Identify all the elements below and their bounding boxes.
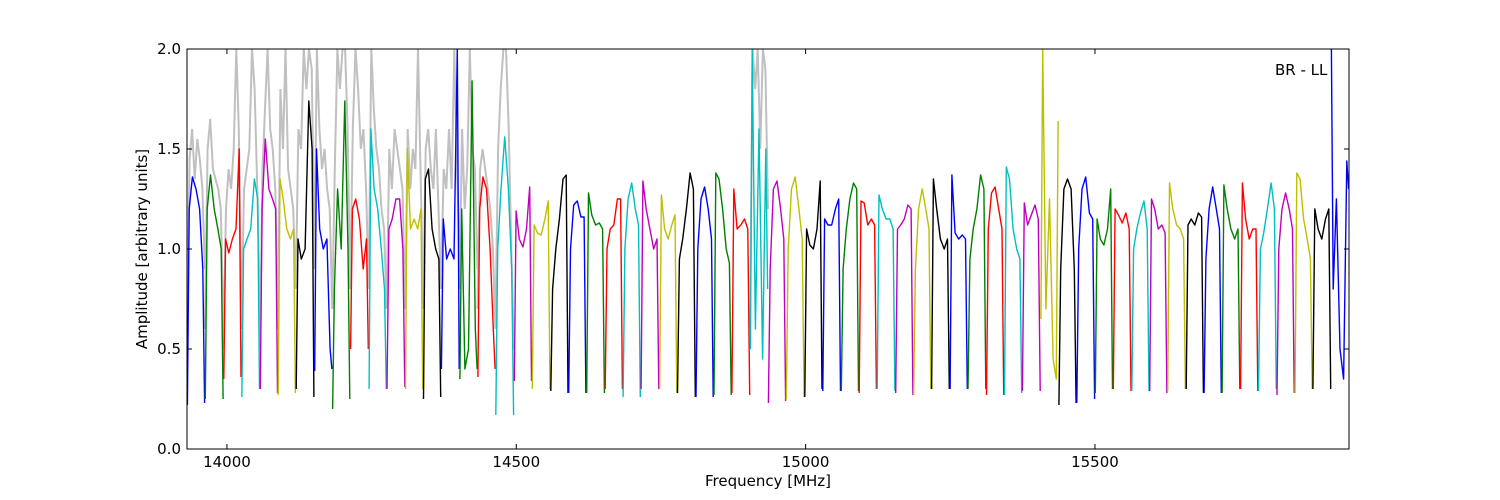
bandpass-segment-0	[187, 176, 206, 406]
reference-trace-segment	[349, 49, 370, 290]
reference-trace-segment	[367, 49, 388, 310]
reference-trace-segment	[440, 49, 461, 290]
bandpass-segment-16	[477, 176, 496, 378]
bandpass-segment-1	[204, 174, 224, 400]
bandpass-segment-41	[930, 178, 950, 390]
bandpass-segment-12	[404, 148, 424, 390]
bandpass-segment-28	[695, 186, 714, 398]
bandpass-segment-4	[259, 138, 279, 394]
bandpass-segment-39	[895, 204, 914, 396]
bandpass-segment-45	[1003, 166, 1023, 396]
bandpass-segment-35	[822, 198, 842, 392]
x-tick-label: 14000	[203, 453, 251, 471]
bandpass-segment-9	[349, 198, 369, 350]
reference-trace-segment	[458, 49, 479, 290]
bandpass-segment-46	[1021, 202, 1041, 392]
bandpass-segment-52	[1131, 200, 1150, 392]
x-tick-label: 15000	[782, 453, 830, 471]
y-tick-label: 1.5	[157, 140, 181, 158]
reference-trace-segment	[258, 49, 279, 350]
bandpass-segment-50	[1094, 188, 1114, 394]
bandpass-segment-63	[1330, 49, 1349, 380]
bandpass-segment-29	[713, 172, 732, 396]
y-axis-label: Amplitude [arbitrary units]	[133, 149, 151, 349]
x-tick-label: 15500	[1071, 453, 1119, 471]
reference-trace-segment	[313, 49, 334, 310]
bandpass-segment-33	[785, 176, 805, 400]
bandpass-segment-19	[531, 200, 551, 390]
reference-trace-segment	[494, 49, 515, 350]
bandpass-segment-30	[731, 188, 751, 396]
bandpass-segment-8	[331, 100, 351, 410]
bandpass-segment-44	[985, 186, 1005, 396]
bandpass-segment-56	[1203, 186, 1223, 394]
bandpass-segment-61	[1294, 172, 1313, 394]
reference-trace-segment	[203, 118, 225, 330]
reference-trace-segment	[294, 49, 316, 290]
bandpass-segment-54	[1166, 182, 1187, 392]
bandpass-segment-42	[949, 174, 968, 390]
x-axis-label: Frequency [MHz]	[705, 472, 831, 490]
bandpass-segment-21	[568, 200, 587, 394]
bandpass-segment-26	[658, 194, 678, 394]
reference-trace-segment	[276, 49, 297, 330]
reference-trace-segment	[476, 148, 497, 330]
bandpass-segment-13	[422, 168, 442, 400]
bandpass-segment-31	[749, 49, 769, 360]
bandpass-segment-62	[1312, 208, 1332, 390]
bandpass-segment-24	[622, 182, 641, 398]
bandpass-segment-11	[386, 198, 406, 390]
bandpass-segment-3	[241, 178, 261, 398]
data-layer	[187, 49, 1349, 416]
bandpass-segment-51	[1112, 208, 1132, 392]
bandpass-segment-2	[223, 148, 242, 380]
bandpass-segment-20	[550, 174, 569, 394]
reference-trace-segment	[404, 49, 425, 310]
y-tick-label: 0.5	[157, 340, 181, 358]
bandpass-segment-43	[967, 174, 987, 390]
bandpass-segment-47	[1040, 49, 1059, 380]
bandpass-segment-37	[858, 200, 878, 394]
bandpass-segment-40	[912, 188, 932, 396]
bandpass-segment-18	[513, 186, 533, 382]
bandpass-segment-15	[459, 80, 478, 380]
bandpass-segment-58	[1239, 182, 1259, 392]
bandpass-segment-48	[1058, 178, 1077, 406]
reference-trace-segment	[187, 128, 206, 350]
bandpass-segment-55	[1185, 212, 1205, 394]
reference-trace-segment	[331, 49, 352, 310]
bandpass-segment-5	[277, 178, 297, 396]
reference-trace-segment	[240, 49, 261, 330]
bandpass-segment-38	[876, 194, 896, 392]
bandpass-segment-49	[1076, 176, 1096, 404]
reference-trace-segment	[749, 49, 769, 330]
bandpass-segment-57	[1221, 184, 1241, 394]
bandpass-segment-36	[840, 182, 860, 392]
bandpass-segment-17	[495, 136, 515, 416]
axis-ticks: 14000 14500 15000 15500 0.0 0.5 1.0 1.5 2.0	[157, 40, 1349, 471]
reference-trace-segment	[385, 128, 407, 310]
bandpass-segment-14	[440, 49, 460, 370]
bandpass-segment-34	[804, 180, 823, 398]
reference-trace-segment	[222, 49, 243, 350]
bandpass-segment-25	[640, 180, 660, 390]
bandpass-segment-53	[1148, 198, 1168, 394]
bandpass-segment-22	[586, 192, 606, 394]
bandpass-segment-23	[604, 198, 624, 390]
y-tick-label: 2.0	[157, 40, 181, 58]
bandpass-segment-32	[767, 180, 787, 404]
bandpass-segment-6	[295, 100, 315, 398]
bandpass-segment-10	[368, 128, 387, 390]
bandpass-segment-27	[676, 172, 696, 398]
y-tick-label: 0.0	[157, 440, 181, 458]
bandpass-segment-60	[1276, 192, 1295, 396]
y-tick-label: 1.0	[157, 240, 181, 258]
annotation-label: BR - LL	[1275, 61, 1328, 79]
reference-trace-segment	[422, 128, 442, 310]
x-tick-label: 14500	[492, 453, 540, 471]
bandpass-segment-7	[314, 148, 333, 372]
bandpass-segment-59	[1257, 182, 1278, 392]
